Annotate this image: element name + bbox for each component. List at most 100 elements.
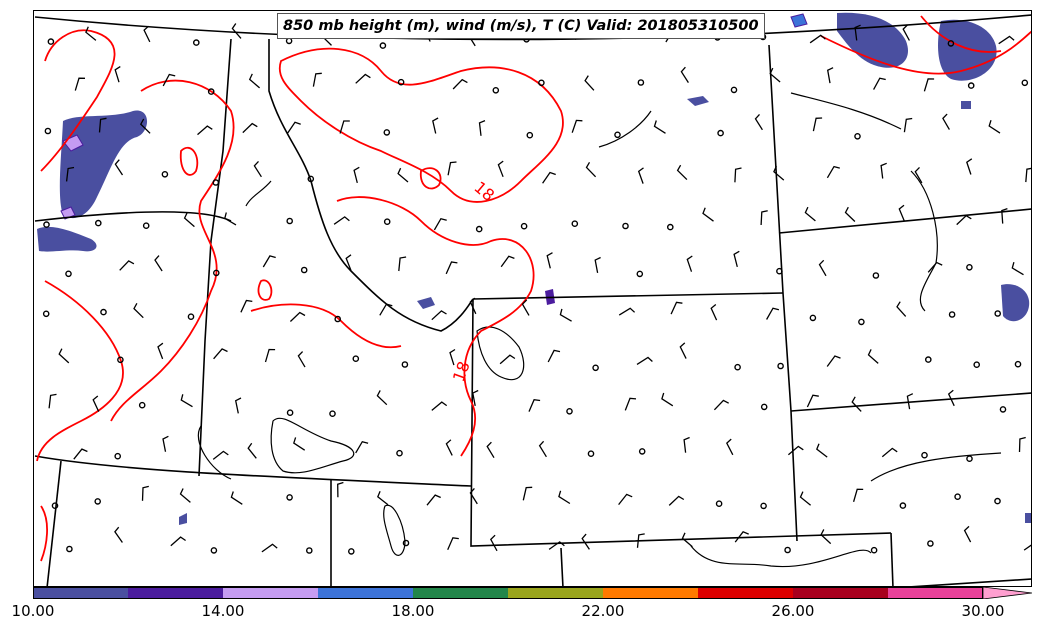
wind-barb — [426, 494, 441, 506]
wind-barb — [170, 536, 186, 547]
wind-barb — [114, 66, 121, 83]
wind-barb — [240, 299, 253, 313]
wind-barb — [287, 121, 301, 134]
wind-barb — [754, 113, 763, 131]
wind-barb — [92, 395, 100, 412]
precip-shading-accent — [60, 13, 808, 305]
wind-barb — [584, 75, 595, 91]
wind-barb — [231, 23, 242, 39]
calm-station-circle — [954, 493, 961, 501]
wind-barb — [212, 450, 229, 460]
calm-station-circle — [571, 220, 579, 227]
calm-station-circle — [973, 361, 981, 369]
wind-barb — [618, 493, 633, 506]
wind-barb — [449, 348, 456, 366]
calm-station-circle — [947, 40, 955, 47]
wind-barb — [947, 389, 955, 407]
calm-station-circle — [396, 449, 403, 457]
wind-barb — [734, 531, 749, 543]
wind-barb — [880, 162, 887, 179]
calm-station-circle — [614, 131, 621, 139]
calm-station-circle — [520, 222, 528, 230]
wind-barb — [85, 26, 97, 41]
map-canvas: 18 18 — [34, 12, 1031, 586]
precip-shading — [37, 12, 1031, 525]
wind-barb — [594, 256, 601, 274]
wind-barb — [180, 394, 193, 408]
calm-station-circle — [44, 127, 52, 135]
wind-barb — [355, 440, 369, 454]
calm-station-circle — [526, 131, 534, 139]
wind-barb — [447, 161, 457, 176]
wind-barb — [653, 120, 666, 134]
wind-barb — [826, 67, 834, 84]
calm-station-circle — [192, 39, 200, 46]
wind-barb — [956, 214, 972, 226]
colorbar-extend-arrow — [982, 587, 1032, 599]
wind-barb — [681, 532, 693, 548]
wind-barb — [431, 401, 448, 411]
wind-barb — [547, 349, 561, 363]
calm-station-circle — [994, 310, 1002, 317]
wind-barb — [312, 72, 322, 87]
calm-station-circle — [379, 42, 387, 49]
temperature-contours — [36, 15, 1031, 562]
calm-station-circle — [100, 308, 107, 316]
colorbar-segment — [318, 587, 413, 599]
wind-barb — [478, 120, 486, 136]
wind-barb — [670, 301, 683, 315]
calm-station-circle — [760, 502, 767, 510]
wind-barb — [248, 73, 261, 89]
calm-station-circle — [777, 362, 784, 370]
wind-barb — [914, 166, 923, 184]
lake-outlines — [197, 92, 1002, 568]
wind-barb — [114, 159, 124, 176]
calm-station-circle — [870, 546, 878, 554]
calm-station-circle — [210, 547, 218, 554]
wind-barb — [445, 261, 458, 275]
wind-barb — [906, 393, 914, 410]
wind-barb — [230, 491, 243, 505]
calm-station-circle — [967, 82, 975, 89]
wind-barb — [522, 486, 533, 501]
calm-station-circle — [95, 219, 102, 227]
calm-station-circle — [809, 314, 817, 322]
wind-barb — [162, 73, 176, 87]
calm-station-circle — [285, 37, 293, 45]
calm-station-circle — [637, 79, 645, 86]
wind-barb — [854, 24, 861, 41]
wind-barb — [548, 541, 565, 550]
calm-station-circle — [638, 448, 646, 455]
wind-barb — [432, 117, 439, 134]
calm-station-circle — [307, 175, 315, 183]
calm-station-circle — [138, 401, 146, 409]
wind-barb — [157, 342, 164, 360]
wind-barb — [826, 165, 840, 179]
calm-station-circle — [117, 356, 124, 364]
wind-barb — [242, 122, 258, 134]
wind-barb — [804, 206, 816, 222]
wind-barb — [683, 436, 690, 453]
colorbar-tick-label: 26.00 — [771, 602, 815, 620]
wind-barb — [851, 396, 862, 412]
map-panel: 18 18 — [33, 10, 1032, 587]
calm-station-circle — [966, 263, 973, 271]
wind-barb — [447, 537, 459, 550]
wind-barb — [379, 303, 393, 316]
calm-station-circle — [566, 407, 573, 415]
calm-station-circle — [212, 269, 220, 277]
wind-barb — [486, 441, 495, 459]
calm-station-circle — [872, 272, 880, 279]
calm-station-circle — [207, 88, 215, 95]
wind-barb — [710, 303, 718, 321]
wind-barb — [927, 261, 943, 273]
wind-barb — [183, 212, 195, 228]
wind-barb — [398, 256, 407, 272]
wind-barb — [143, 25, 151, 43]
wind-barb — [213, 348, 228, 360]
wind-barb — [293, 437, 306, 451]
wind-barb — [725, 438, 734, 456]
wind-barb — [345, 254, 352, 271]
wind-barb — [966, 158, 973, 175]
calm-station-circle — [492, 87, 500, 94]
